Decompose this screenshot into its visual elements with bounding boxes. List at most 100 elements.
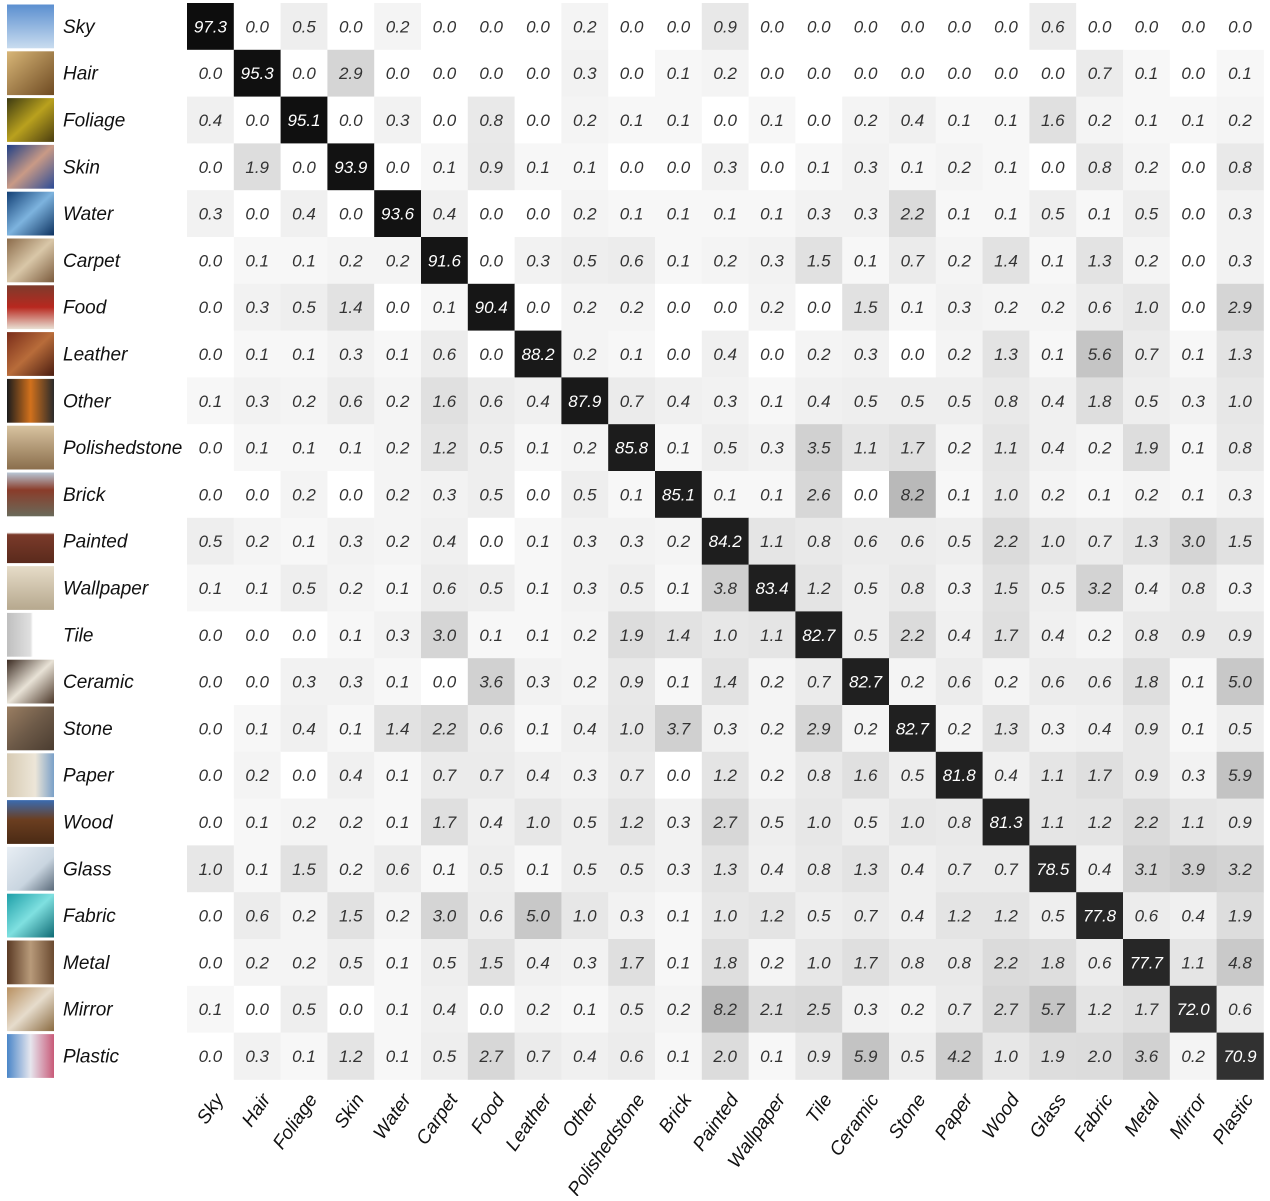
- heatmap-cell-polishedstone-food: [467, 424, 515, 472]
- heatmap-cell-sky-painted: [701, 3, 749, 51]
- cell-value-label: 0.2: [760, 766, 784, 785]
- heatmap-cell-hair-painted: [701, 49, 749, 97]
- column-label-fabric: Fabric: [1070, 1090, 1118, 1146]
- cell-value-label: 0.0: [994, 64, 1018, 83]
- heatmap-cell-wood-fabric: [1076, 798, 1124, 846]
- cell-value-label: 0.0: [807, 111, 831, 130]
- heatmap-cell-skin-food: [467, 143, 515, 191]
- cell-value-label: 0.0: [339, 205, 363, 224]
- heatmap-cell-tile-polishedstone: [608, 611, 656, 659]
- heatmap-cell-brick-stone: [889, 471, 937, 519]
- heatmap-cell-food-skin: [327, 283, 375, 331]
- cell-value-label: 0.0: [245, 485, 269, 504]
- heatmap-cell-fabric-skin: [327, 892, 375, 940]
- cell-value-label: 0.5: [901, 392, 925, 411]
- heatmap-cell-water-paper: [935, 190, 983, 238]
- cell-value-label: 1.9: [620, 626, 644, 645]
- cell-value-label: 0.2: [1088, 439, 1112, 458]
- heatmap-cell-hair-other: [561, 49, 609, 97]
- cell-value-label: 0.2: [573, 111, 597, 130]
- heatmap-cell-hair-polishedstone: [608, 49, 656, 97]
- cell-value-label: 0.0: [199, 907, 223, 926]
- heatmap-cell-stone-skin: [327, 705, 375, 753]
- cell-value-label: 0.0: [620, 17, 644, 36]
- heatmap-cell-other-sky: [187, 377, 235, 425]
- heatmap-cell-foliage-wallpaper: [748, 96, 796, 144]
- cell-value-label: 0.1: [526, 158, 550, 177]
- heatmap-cell-fabric-metal: [1123, 892, 1171, 940]
- cell-value-label: 0.0: [947, 64, 971, 83]
- cell-value-label: 0.4: [573, 719, 597, 738]
- thumbnail-polishedstone: [7, 425, 54, 470]
- cell-value-label: 0.0: [339, 111, 363, 130]
- cell-value-label: 1.0: [994, 485, 1018, 504]
- heatmap-cell-stone-food: [467, 705, 515, 753]
- heatmap-cell-glass-paper: [935, 845, 983, 893]
- heatmap-cell-food-tile: [795, 283, 843, 331]
- cell-value-label: 0.2: [292, 485, 316, 504]
- cell-value-label: 0.3: [807, 205, 831, 224]
- cell-value-label: 0.2: [854, 719, 878, 738]
- cell-value-label: 0.5: [620, 1000, 644, 1019]
- cell-value-label: 0.5: [620, 860, 644, 879]
- heatmap-cell-brick-plastic: [1216, 471, 1264, 519]
- heatmap-cell-brick-food: [467, 471, 515, 519]
- heatmap-cell-other-mirror: [1169, 377, 1217, 425]
- cell-value-label: 0.2: [292, 953, 316, 972]
- cell-value-label: 0.1: [667, 673, 691, 692]
- cell-value-label: 0.2: [1088, 626, 1112, 645]
- cell-value-label: 0.1: [994, 205, 1018, 224]
- heatmap-cell-sky-water: [374, 3, 422, 51]
- heatmap-cell-brick-fabric: [1076, 471, 1124, 519]
- thumbnail-glass: [7, 846, 54, 891]
- cell-value-label: 0.0: [901, 64, 925, 83]
- heatmap-cell-paper-wood: [982, 751, 1030, 799]
- cell-value-label: 0.3: [1228, 205, 1252, 224]
- cell-value-label: 0.1: [1041, 251, 1065, 270]
- heatmap-cell-glass-other: [561, 845, 609, 893]
- heatmap-cell-other-glass: [1029, 377, 1077, 425]
- cell-value-label: 0.9: [1135, 719, 1159, 738]
- heatmap-cell-painted-paper: [935, 517, 983, 565]
- heatmap-cell-fabric-plastic: [1216, 892, 1264, 940]
- cell-value-label: 0.4: [526, 766, 550, 785]
- cell-value-label: 0.3: [573, 766, 597, 785]
- cell-value-label: 0.1: [620, 205, 644, 224]
- cell-value-label: 0.2: [386, 251, 410, 270]
- heatmap-cell-tile-mirror: [1169, 611, 1217, 659]
- cell-value-label: 0.6: [1041, 17, 1065, 36]
- cell-value-label: 1.8: [1088, 392, 1112, 411]
- heatmap-cell-mirror-wood: [982, 985, 1030, 1033]
- cell-value-label: 1.4: [994, 251, 1018, 270]
- heatmap-cell-glass-wallpaper: [748, 845, 796, 893]
- heatmap-cell-food-metal: [1123, 283, 1171, 331]
- heatmap-cell-glass-carpet: [421, 845, 469, 893]
- cell-value-label: 1.2: [339, 1047, 363, 1066]
- heatmap-cell-mirror-fabric: [1076, 985, 1124, 1033]
- cell-value-label: 0.0: [667, 345, 691, 364]
- heatmap-cell-stone-ceramic: [842, 705, 890, 753]
- heatmap-cell-polishedstone-polishedstone: [608, 424, 656, 472]
- cell-value-label: 0.1: [245, 860, 269, 879]
- cell-value-label: 0.0: [1181, 17, 1205, 36]
- heatmap-cell-carpet-painted: [701, 237, 749, 285]
- cell-value-label: 0.2: [386, 907, 410, 926]
- heatmap-cell-sky-paper: [935, 3, 983, 51]
- cell-value-label: 0.1: [573, 1000, 597, 1019]
- heatmap-cell-carpet-plastic: [1216, 237, 1264, 285]
- heatmap-cell-foliage-foliage: [280, 96, 328, 144]
- cell-value-label: 0.1: [526, 719, 550, 738]
- cell-value-label: 0.1: [433, 860, 457, 879]
- heatmap-cell-painted-glass: [1029, 517, 1077, 565]
- heatmap-cell-wallpaper-skin: [327, 564, 375, 612]
- cell-value-label: 0.1: [667, 953, 691, 972]
- cell-value-label: 0.0: [339, 485, 363, 504]
- heatmap-cell-tile-sky: [187, 611, 235, 659]
- heatmap-cell-carpet-carpet: [421, 237, 469, 285]
- heatmap-cell-hair-fabric: [1076, 49, 1124, 97]
- heatmap-cell-skin-wallpaper: [748, 143, 796, 191]
- cell-value-label: 0.1: [901, 298, 925, 317]
- cell-value-label: 0.5: [573, 813, 597, 832]
- heatmap-cell-metal-fabric: [1076, 939, 1124, 987]
- cell-value-label: 1.4: [339, 298, 363, 317]
